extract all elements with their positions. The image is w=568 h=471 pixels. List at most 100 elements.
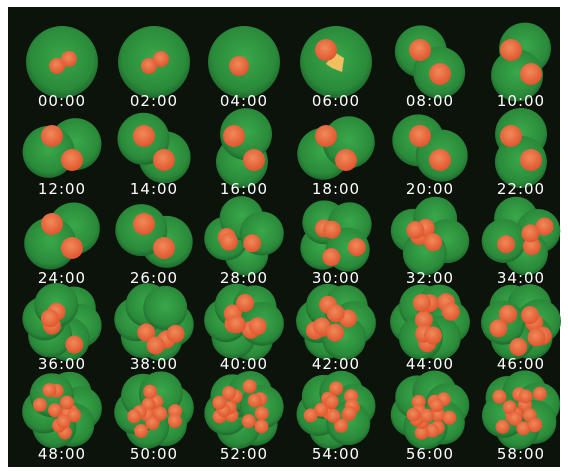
nucleus xyxy=(56,415,70,429)
nucleus xyxy=(133,213,155,235)
timestamp-label: 08:00 xyxy=(406,92,454,110)
timestamp-label: 40:00 xyxy=(220,355,268,373)
nucleus xyxy=(243,149,265,171)
nucleus xyxy=(329,381,343,395)
nucleus xyxy=(167,325,185,343)
embryo-frame: 16:00 xyxy=(216,108,272,198)
nucleus xyxy=(223,125,245,147)
timestamp-label: 16:00 xyxy=(220,180,268,198)
nucleus xyxy=(248,394,262,408)
nucleus xyxy=(60,396,74,410)
nucleus xyxy=(255,406,269,420)
nucleus xyxy=(153,149,175,171)
nucleus xyxy=(500,125,522,147)
timestamp-label: 44:00 xyxy=(406,355,454,373)
nucleus xyxy=(406,221,424,239)
timestamp-label: 36:00 xyxy=(38,355,86,373)
nucleus xyxy=(413,294,431,312)
timestamp-label: 04:00 xyxy=(220,92,268,110)
nucleus xyxy=(127,409,141,423)
nucleus xyxy=(228,315,246,333)
page: {"timestamps": ["00:00", "02:00", "04:00… xyxy=(0,0,568,471)
nucleus xyxy=(254,419,268,433)
nucleus xyxy=(326,409,340,423)
nucleus xyxy=(496,420,510,434)
timestamp-label: 38:00 xyxy=(130,355,178,373)
timestamp-label: 48:00 xyxy=(38,445,86,463)
nucleus xyxy=(222,386,236,400)
nucleus xyxy=(61,237,83,259)
nucleus xyxy=(500,39,522,61)
nucleus xyxy=(242,414,256,428)
nucleus xyxy=(442,303,460,321)
timestamp-label: 46:00 xyxy=(497,355,545,373)
nucleus xyxy=(424,233,442,251)
nucleus xyxy=(429,63,451,85)
nucleus xyxy=(420,409,434,423)
nucleus xyxy=(409,125,431,147)
nucleus xyxy=(520,63,542,85)
nucleus xyxy=(335,149,357,171)
nucleus xyxy=(492,390,506,404)
nucleus xyxy=(327,304,345,322)
nucleus xyxy=(497,235,515,253)
nucleus xyxy=(520,149,542,171)
nucleus xyxy=(143,385,157,399)
nucleus xyxy=(533,387,547,401)
timestamp-label: 56:00 xyxy=(406,445,454,463)
nucleus xyxy=(430,398,444,412)
nucleus xyxy=(61,149,83,171)
nucleus xyxy=(407,408,421,422)
nucleus xyxy=(243,379,257,393)
nucleus xyxy=(519,390,533,404)
nucleus xyxy=(65,336,83,354)
nucleus xyxy=(326,324,344,342)
nucleus xyxy=(424,327,442,345)
timestamp-label: 50:00 xyxy=(130,445,178,463)
nucleus xyxy=(521,224,539,242)
nucleus xyxy=(41,309,59,327)
timestamp-label: 00:00 xyxy=(38,92,86,110)
nucleus xyxy=(442,411,456,425)
nucleus xyxy=(249,317,267,335)
nucleus xyxy=(220,233,238,251)
embryo-frame: 22:00 xyxy=(495,108,547,198)
nucleus xyxy=(521,306,539,324)
nucleus xyxy=(348,238,366,256)
timestamp-label: 28:00 xyxy=(220,269,268,287)
nucleus xyxy=(323,221,341,239)
timestamp-label: 10:00 xyxy=(497,92,545,110)
nucleus xyxy=(315,39,337,61)
nucleus xyxy=(43,383,57,397)
nucleus xyxy=(342,406,356,420)
timestamp-label: 06:00 xyxy=(312,92,360,110)
timestamp-label: 54:00 xyxy=(312,445,360,463)
nucleus xyxy=(41,125,63,147)
nucleus xyxy=(509,338,527,356)
nucleus xyxy=(153,51,169,67)
nucleus xyxy=(236,294,254,312)
timestamp-label: 20:00 xyxy=(406,180,454,198)
nucleus xyxy=(48,403,62,417)
nucleus xyxy=(153,407,167,421)
nucleus xyxy=(409,39,431,61)
nucleus xyxy=(528,418,542,432)
timestamp-label: 34:00 xyxy=(497,269,545,287)
nucleus xyxy=(315,125,337,147)
nucleus xyxy=(41,213,63,235)
timestamp-label: 02:00 xyxy=(130,92,178,110)
nucleus xyxy=(147,337,165,355)
nucleus xyxy=(168,414,182,428)
nucleus xyxy=(325,395,339,409)
nucleus xyxy=(33,398,47,412)
timestamp-label: 58:00 xyxy=(497,445,545,463)
blastomere xyxy=(143,286,187,330)
nucleus xyxy=(133,125,155,147)
nucleus xyxy=(429,149,451,171)
timestamp-label: 12:00 xyxy=(38,180,86,198)
timestamp-label: 22:00 xyxy=(497,180,545,198)
timestamp-label: 32:00 xyxy=(406,269,454,287)
nucleus xyxy=(527,328,545,346)
timestamp-label: 18:00 xyxy=(312,180,360,198)
nucleus xyxy=(229,56,249,76)
